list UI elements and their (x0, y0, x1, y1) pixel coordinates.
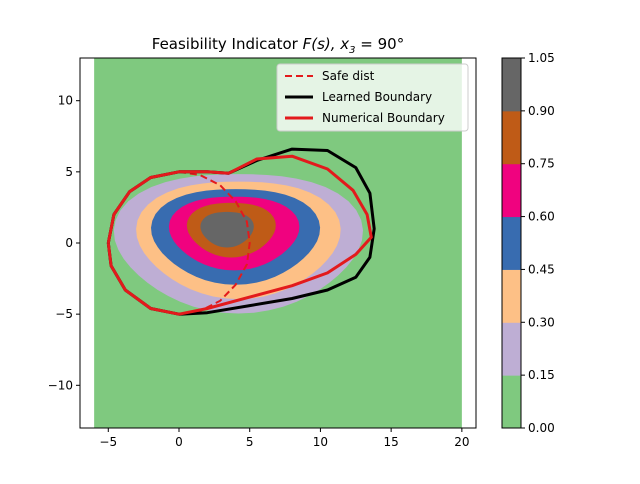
colorbar-tick-label: 0.30 (528, 315, 555, 329)
y-tick-label: −10 (48, 378, 73, 392)
x-axis: −5 0 5 10 15 20 (99, 428, 469, 449)
chart-title: Feasibility Indicator F(s), x3 = 90° (152, 35, 404, 56)
boundary-lines (106, 147, 376, 316)
chart-title-math: F(s), x (303, 35, 350, 53)
colorbar-tick-label: 1.05 (528, 51, 555, 65)
colorbar-segment (502, 216, 521, 270)
chart-title-subscript: 3 (349, 45, 355, 56)
series-line-numerical-boundary (106, 154, 373, 316)
legend-label-numerical-boundary: Numerical Boundary (322, 111, 445, 125)
colorbar-tick-label: 0.60 (528, 210, 555, 224)
colorbar-tick-label: 0.00 (528, 421, 555, 435)
colorbar-segment (502, 269, 521, 323)
y-tick-label: 10 (58, 94, 73, 108)
x-tick-label: 20 (454, 435, 469, 449)
legend-label-safe-dist: Safe dist (322, 69, 375, 83)
contour-band-6 (200, 211, 254, 248)
colorbar-segment (502, 58, 521, 112)
legend-box (276, 63, 469, 132)
colorbar-segment (502, 110, 521, 165)
x-tick-label: 5 (246, 435, 254, 449)
y-axis: −10 −5 0 5 10 (48, 94, 80, 392)
x-tick-label: −5 (99, 435, 117, 449)
y-tick-label: −5 (55, 307, 73, 321)
chart-title-end: = 90° (356, 35, 405, 53)
colorbar-tick-label: 0.15 (528, 368, 555, 382)
x-tick-label: 10 (313, 435, 328, 449)
colorbar-tick-label: 0.45 (528, 262, 555, 276)
chart-title-main: Feasibility Indicator (152, 35, 303, 53)
legend-label-learned-boundary: Learned Boundary (322, 90, 432, 104)
colorbar-tick-label: 0.75 (528, 157, 555, 171)
y-tick-label: 5 (65, 165, 73, 179)
colorbar-frame (501, 57, 522, 429)
colorbar: 0.00 0.15 0.30 0.45 0.60 0.75 0.90 1.05 (501, 51, 555, 435)
colorbar-segment (502, 163, 521, 218)
legend: Safe dist Learned Boundary Numerical Bound… (276, 63, 469, 132)
y-tick-label: 0 (65, 236, 73, 250)
series-line-safe-dist (178, 170, 251, 316)
colorbar-segment (502, 375, 521, 429)
colorbar-segment (502, 322, 521, 376)
x-tick-label: 0 (175, 435, 183, 449)
x-tick-label: 15 (384, 435, 399, 449)
colorbar-tick-label: 0.90 (528, 104, 555, 118)
